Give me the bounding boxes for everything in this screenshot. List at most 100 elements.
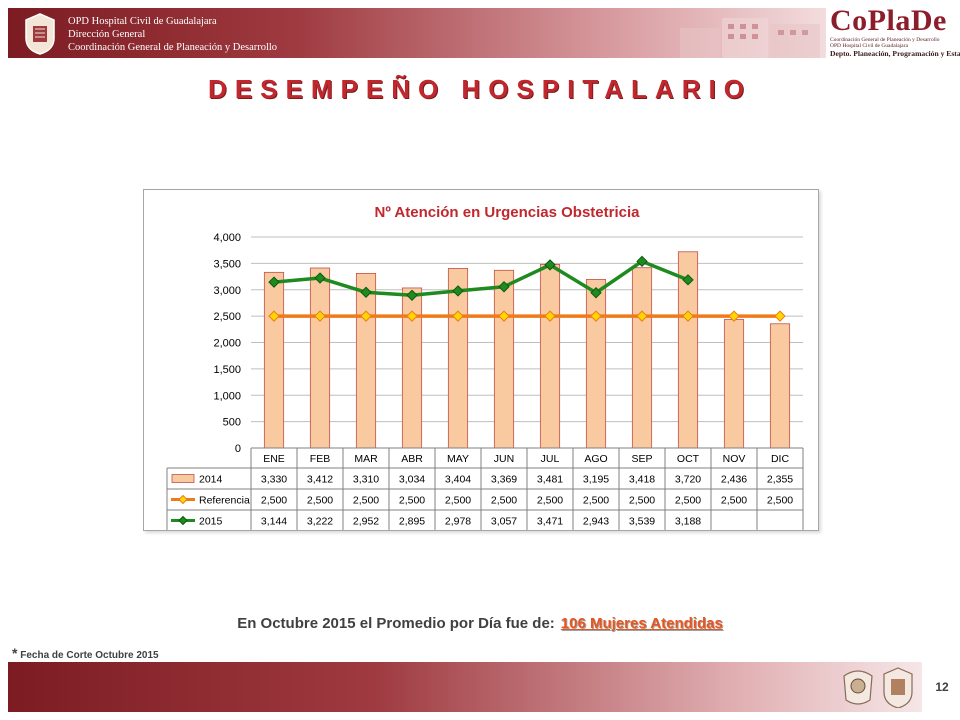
data-label: 3,188 xyxy=(675,516,701,528)
x-tick-label: ENE xyxy=(263,453,285,465)
logo-title: CoPlaDe xyxy=(830,4,947,37)
referencia-point xyxy=(544,310,556,322)
coplade-logo: CoPlaDe Coordinación General de Planeaci… xyxy=(828,4,960,62)
2015-point xyxy=(544,259,556,271)
urgencias-chart: Nº Atención en Urgencias Obstetricia 0 500… xyxy=(166,204,804,530)
summary-text: En Octubre 2015 el Promedio por Día fue … xyxy=(237,615,555,632)
2015-point xyxy=(314,272,326,284)
data-label: 2,500 xyxy=(767,495,793,507)
data-label: 3,330 xyxy=(261,474,287,486)
bar-2014 xyxy=(355,272,377,449)
y-tick-label: 1,000 xyxy=(213,390,241,402)
x-tick-label: MAY xyxy=(447,453,469,465)
legend-label: Referencia xyxy=(199,495,250,507)
header-line-3: Coordinación General de Planeación y Des… xyxy=(68,42,278,53)
referencia-point xyxy=(498,310,510,322)
data-label: 2,895 xyxy=(399,516,425,528)
legend-label: 2014 xyxy=(199,474,223,486)
chart-title: Nº Atención en Urgencias Obstetricia xyxy=(375,204,641,221)
data-label: 3,034 xyxy=(399,474,425,486)
y-tick-label: 0 xyxy=(235,443,241,455)
2015-point xyxy=(452,285,464,297)
data-label: 2,500 xyxy=(537,495,563,507)
2015-point xyxy=(498,281,510,293)
page-number: 12 xyxy=(935,680,949,694)
data-label: 3,404 xyxy=(445,474,471,486)
data-label: 3,310 xyxy=(353,474,379,486)
data-label: 2,500 xyxy=(583,495,609,507)
data-label: 3,471 xyxy=(537,516,563,528)
logo-line-1: Coordinación General de Planeación y Des… xyxy=(830,37,940,43)
data-label: 2,500 xyxy=(721,495,747,507)
footer-banner xyxy=(8,662,922,712)
x-tick-label: DIC xyxy=(771,453,790,465)
referencia-point xyxy=(360,310,372,322)
bar-2014 xyxy=(493,269,515,449)
data-label: 2,500 xyxy=(353,495,379,507)
data-label: 2,500 xyxy=(261,495,287,507)
data-label: 2,500 xyxy=(629,495,655,507)
data-label: 3,369 xyxy=(491,474,517,486)
legend-label: 2015 xyxy=(199,516,223,528)
data-label: 3,057 xyxy=(491,516,517,528)
bar-2014 xyxy=(585,279,607,449)
referencia-point xyxy=(452,310,464,322)
page-title: DESEMPEÑO HOSPITALARIO xyxy=(208,74,752,104)
summary-highlight: 106 Mujeres Atendidas xyxy=(560,615,723,632)
header-line-2: Dirección General xyxy=(68,29,146,40)
bar-2014 xyxy=(263,271,285,449)
legend-swatch-marker xyxy=(178,515,188,526)
data-label: 2,500 xyxy=(307,495,333,507)
x-tick-label: OCT xyxy=(677,453,700,465)
footnote: * Fecha de Corte Octubre 2015 xyxy=(12,645,159,661)
y-tick-label: 3,000 xyxy=(213,285,241,297)
data-label: 3,418 xyxy=(629,474,655,486)
data-label: 3,195 xyxy=(583,474,609,486)
data-label: 2,500 xyxy=(399,495,425,507)
2015-point xyxy=(268,276,280,288)
y-tick-label: 2,000 xyxy=(213,338,241,350)
bar-2014 xyxy=(539,263,561,449)
y-tick-label: 500 xyxy=(223,417,241,429)
legend-swatch-2014 xyxy=(171,474,195,483)
footnote-asterisk: * xyxy=(12,645,18,661)
x-tick-label: ABR xyxy=(401,453,423,465)
header-banner: OPD Hospital Civil de Guadalajara Direcc… xyxy=(8,8,826,58)
referencia-point xyxy=(774,310,786,322)
bar-2014 xyxy=(309,267,331,449)
x-tick-label: JUN xyxy=(494,453,514,465)
2015-line xyxy=(273,259,689,298)
coat-of-arms-icon xyxy=(25,13,55,55)
logo-line-3: Depto. Planeación, Programación y Estadí… xyxy=(830,49,960,58)
data-label: 3,222 xyxy=(307,516,333,528)
data-label: 3,720 xyxy=(675,474,701,486)
referencia-point xyxy=(314,310,326,322)
referencia-point xyxy=(268,310,280,322)
referencia-point xyxy=(682,310,694,322)
data-label: 2,436 xyxy=(721,474,747,486)
bar-2014 xyxy=(723,319,745,449)
x-tick-label: AGO xyxy=(584,453,607,465)
header-text: OPD Hospital Civil de Guadalajara Direcc… xyxy=(68,15,277,54)
data-label: 2,978 xyxy=(445,516,471,528)
hospital-building-icon xyxy=(680,18,820,58)
hospital-emblem-icon xyxy=(843,670,873,705)
data-label: 2,500 xyxy=(675,495,701,507)
chart-frame: Nº Atención en Urgencias Obstetricia 0 500… xyxy=(143,189,819,531)
2015-point xyxy=(636,255,648,268)
legend-swatch-marker xyxy=(178,494,188,505)
summary-line: En Octubre 2015 el Promedio por Día fue … xyxy=(0,615,960,632)
logo-line-2: OPD Hospital Civil de Guadalajara xyxy=(830,43,908,49)
y-tick-label: 1,500 xyxy=(213,364,241,376)
bar-2014 xyxy=(769,323,791,449)
x-tick-label: MAR xyxy=(354,453,378,465)
2015-point xyxy=(682,274,694,286)
data-label: 2,952 xyxy=(353,516,379,528)
data-label: 3,539 xyxy=(629,516,655,528)
footnote-text: Fecha de Corte Octubre 2015 xyxy=(20,650,159,661)
data-label: 2,943 xyxy=(583,516,609,528)
x-tick-label: NOV xyxy=(723,453,746,465)
data-label: 3,481 xyxy=(537,474,563,486)
data-label: 3,412 xyxy=(307,474,333,486)
referencia-point xyxy=(728,310,740,322)
